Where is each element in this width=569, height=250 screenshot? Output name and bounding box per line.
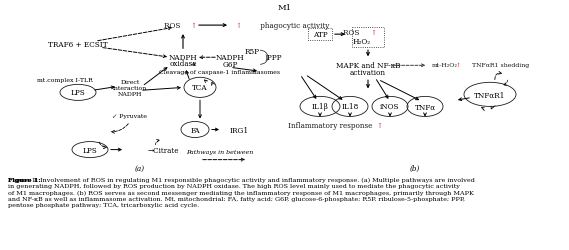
Text: Figure 1: Involvement of ROS in regulating M1 responsible phagocytic activity an: Figure 1: Involvement of ROS in regulati…: [9, 177, 475, 206]
Text: R5P: R5P: [245, 48, 259, 56]
Text: (b): (b): [410, 164, 420, 172]
Text: oxidase: oxidase: [169, 60, 197, 68]
Text: TNFα: TNFα: [414, 103, 435, 111]
Text: Figure 1:: Figure 1:: [9, 177, 41, 182]
Text: LPS: LPS: [71, 89, 85, 97]
Text: NADPH: NADPH: [118, 92, 142, 96]
Text: ↑: ↑: [370, 29, 376, 37]
Text: phagocytic activity: phagocytic activity: [258, 22, 329, 30]
Text: G6P: G6P: [222, 61, 238, 69]
Text: ATP: ATP: [313, 31, 327, 39]
Text: FA: FA: [190, 126, 200, 134]
Text: iNOS: iNOS: [380, 103, 400, 111]
Text: mt.complex I-TLR: mt.complex I-TLR: [37, 78, 93, 82]
Text: Figure 1: Involvement of ROS in regulating M1 responsible phagocytic activity an: Figure 1: Involvement of ROS in regulati…: [9, 177, 475, 208]
Text: Figure 1:: Figure 1:: [9, 177, 41, 182]
Text: ↙ Pyruvate: ↙ Pyruvate: [113, 114, 147, 118]
Text: IRG1: IRG1: [230, 126, 249, 134]
Text: )PPP: )PPP: [265, 54, 282, 62]
Text: Inflammatory response: Inflammatory response: [288, 121, 375, 129]
Text: NADPH: NADPH: [216, 54, 244, 62]
Bar: [352, 28, 384, 48]
Text: H₂O₂: H₂O₂: [353, 38, 371, 46]
Text: IL1β: IL1β: [312, 103, 328, 111]
Text: (a): (a): [135, 164, 145, 172]
Text: TCA: TCA: [192, 84, 208, 92]
Text: MAPK and NF-κB: MAPK and NF-κB: [336, 62, 400, 70]
Text: TNFαR1 shedding: TNFαR1 shedding: [472, 62, 529, 68]
Text: ↑: ↑: [235, 22, 241, 30]
Text: Cleavage of caspase-1 inflammasomes: Cleavage of caspase-1 inflammasomes: [159, 70, 280, 74]
Text: IL18: IL18: [341, 103, 358, 111]
Text: LPS: LPS: [83, 146, 97, 154]
Text: ↑: ↑: [190, 22, 196, 30]
Text: mt-H₂O₂: mt-H₂O₂: [432, 62, 458, 68]
Text: →Citrate: →Citrate: [148, 146, 179, 154]
Text: ↑: ↑: [376, 121, 382, 129]
Text: activation: activation: [350, 69, 386, 77]
Text: Direct: Direct: [120, 80, 139, 84]
Bar: [308, 29, 332, 41]
Text: ROS: ROS: [343, 29, 362, 37]
Text: interaction: interaction: [113, 86, 147, 90]
Text: TNFαR1: TNFαR1: [475, 91, 506, 99]
Text: Pathways in between: Pathways in between: [187, 150, 254, 154]
Text: NADPH: NADPH: [168, 54, 197, 62]
Text: ↑: ↑: [456, 62, 461, 68]
Text: M1: M1: [278, 4, 292, 12]
Text: ROS: ROS: [164, 22, 183, 30]
Text: TRAF6 + ECSIT: TRAF6 + ECSIT: [48, 41, 108, 49]
